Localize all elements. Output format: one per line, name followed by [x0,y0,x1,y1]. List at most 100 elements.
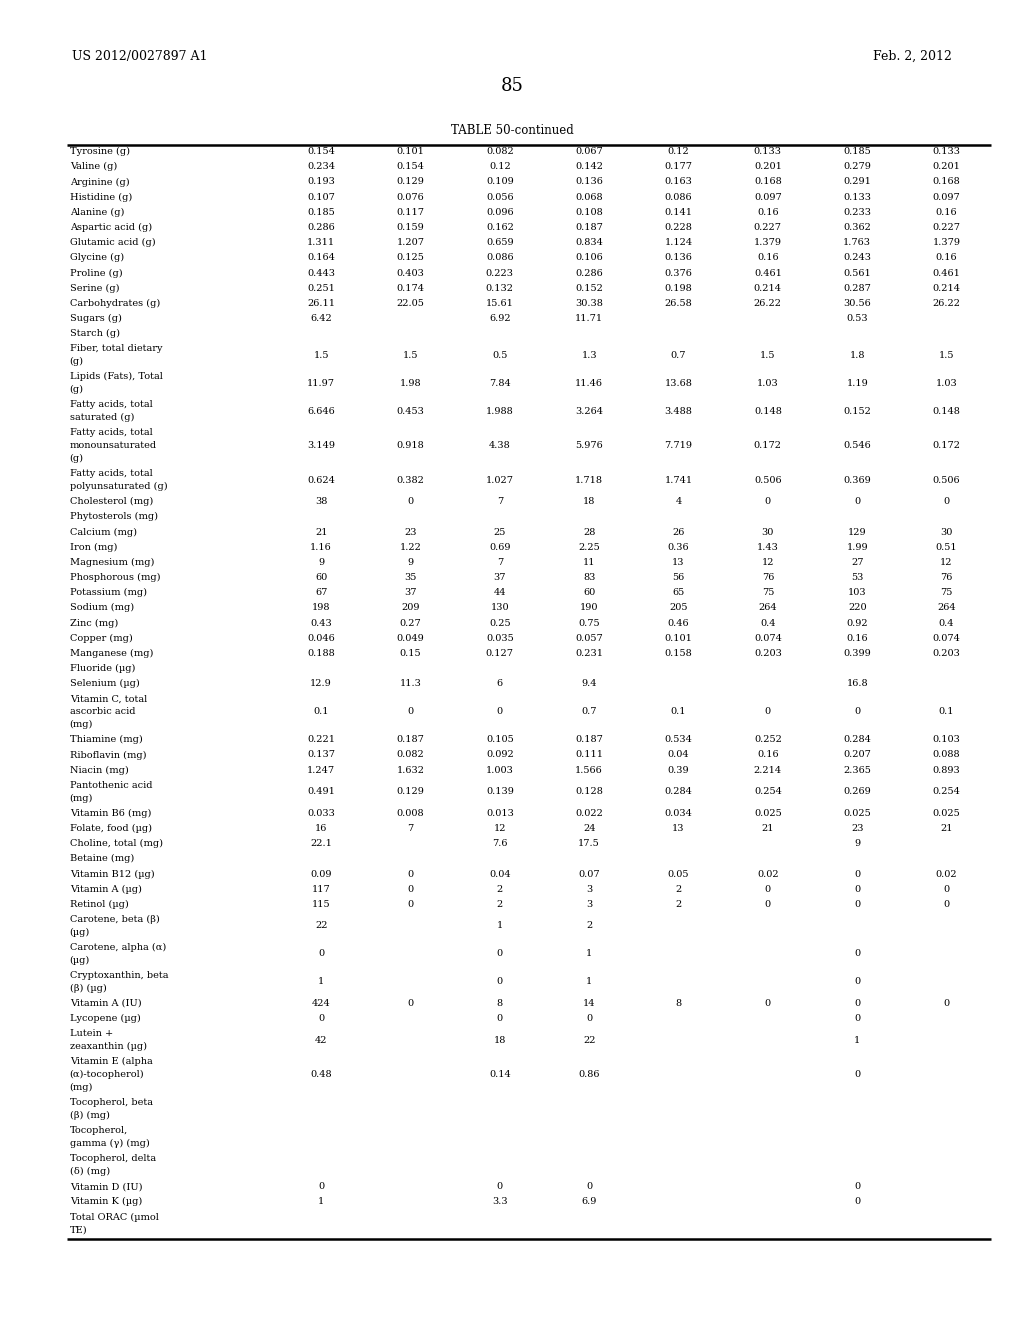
Text: 0.107: 0.107 [307,193,335,202]
Text: 6: 6 [497,680,503,688]
Text: Fatty acids, total: Fatty acids, total [70,469,153,478]
Text: Lycopene (µg): Lycopene (µg) [70,1014,140,1023]
Text: 0.27: 0.27 [399,619,421,627]
Text: 13: 13 [673,558,685,566]
Text: 0.25: 0.25 [489,619,511,627]
Text: 0.097: 0.097 [933,193,961,202]
Text: 0.049: 0.049 [396,634,424,643]
Text: 0.399: 0.399 [844,649,871,657]
Text: 0.15: 0.15 [399,649,421,657]
Text: 1.98: 1.98 [399,379,421,388]
Text: 0.286: 0.286 [575,268,603,277]
Text: 0: 0 [586,1014,592,1023]
Text: 0.088: 0.088 [933,751,961,759]
Text: 0.04: 0.04 [489,870,511,879]
Text: 0.164: 0.164 [307,253,335,263]
Text: 1: 1 [854,1036,860,1045]
Text: 0: 0 [497,1183,503,1191]
Text: 0.188: 0.188 [307,649,335,657]
Text: 0.086: 0.086 [665,193,692,202]
Text: Feb. 2, 2012: Feb. 2, 2012 [873,50,952,63]
Text: Starch (g): Starch (g) [70,329,120,338]
Text: Choline, total (mg): Choline, total (mg) [70,840,163,849]
Text: 0.129: 0.129 [396,787,424,796]
Text: Pantothenic acid: Pantothenic acid [70,781,153,789]
Text: 0.141: 0.141 [665,207,692,216]
Text: (g): (g) [70,454,84,463]
Text: Retinol (µg): Retinol (µg) [70,900,128,909]
Text: 35: 35 [404,573,417,582]
Text: Carotene, alpha (α): Carotene, alpha (α) [70,942,166,952]
Text: 0.172: 0.172 [754,441,782,450]
Text: 0.12: 0.12 [668,147,689,156]
Text: 0.491: 0.491 [307,787,335,796]
Text: 115: 115 [312,900,331,909]
Text: 0: 0 [408,884,414,894]
Text: 11.71: 11.71 [575,314,603,323]
Text: 1.027: 1.027 [485,475,514,484]
Text: 22.05: 22.05 [396,298,424,308]
Text: Vitamin D (IU): Vitamin D (IU) [70,1183,142,1191]
Text: 0.013: 0.013 [486,809,514,818]
Text: 0.284: 0.284 [844,735,871,744]
Text: 0.046: 0.046 [307,634,335,643]
Text: 0.5: 0.5 [493,351,508,360]
Text: 0.7: 0.7 [582,708,597,717]
Text: 0.1: 0.1 [939,708,954,717]
Text: Aspartic acid (g): Aspartic acid (g) [70,223,152,232]
Text: 0.461: 0.461 [933,268,961,277]
Text: 1.763: 1.763 [843,238,871,247]
Text: 1.632: 1.632 [396,766,425,775]
Text: 0: 0 [408,870,414,879]
Text: 0: 0 [943,900,949,909]
Text: 1.988: 1.988 [486,407,514,416]
Text: 5.976: 5.976 [575,441,603,450]
Text: 1.311: 1.311 [307,238,335,247]
Text: 0.403: 0.403 [396,268,424,277]
Text: Phytosterols (mg): Phytosterols (mg) [70,512,158,521]
Text: 0.16: 0.16 [847,634,868,643]
Text: 1.741: 1.741 [665,475,692,484]
Text: 0: 0 [318,1183,325,1191]
Text: 0.092: 0.092 [486,751,514,759]
Text: 0.46: 0.46 [668,619,689,627]
Text: 7: 7 [408,824,414,833]
Text: 0.187: 0.187 [575,735,603,744]
Text: 1: 1 [318,977,325,986]
Text: 1.16: 1.16 [310,543,332,552]
Text: 0.096: 0.096 [486,207,514,216]
Text: 220: 220 [848,603,866,612]
Text: 8: 8 [676,999,682,1008]
Text: 0.534: 0.534 [665,735,692,744]
Text: Vitamin C, total: Vitamin C, total [70,694,146,704]
Text: 0.097: 0.097 [754,193,781,202]
Text: 0: 0 [765,900,771,909]
Text: 1.207: 1.207 [396,238,425,247]
Text: 0.443: 0.443 [307,268,335,277]
Text: (mg): (mg) [70,1082,93,1092]
Text: 0.074: 0.074 [754,634,781,643]
Text: 0.506: 0.506 [754,475,781,484]
Text: 26.22: 26.22 [933,298,961,308]
Text: 1: 1 [497,921,503,931]
Text: 0.187: 0.187 [575,223,603,232]
Text: 0.287: 0.287 [844,284,871,293]
Text: 22.1: 22.1 [310,840,332,849]
Text: 0: 0 [854,1071,860,1080]
Text: 0.362: 0.362 [844,223,871,232]
Text: 0.185: 0.185 [844,147,871,156]
Text: 1: 1 [586,977,592,986]
Text: 3: 3 [586,884,592,894]
Text: 0: 0 [854,870,860,879]
Text: 26: 26 [673,528,685,536]
Text: polyunsaturated (g): polyunsaturated (g) [70,482,167,491]
Text: Tyrosine (g): Tyrosine (g) [70,147,130,156]
Text: 0.148: 0.148 [754,407,781,416]
Text: (mg): (mg) [70,719,93,729]
Text: Sodium (mg): Sodium (mg) [70,603,134,612]
Text: 13.68: 13.68 [665,379,692,388]
Text: 0.008: 0.008 [396,809,424,818]
Text: 1: 1 [318,1197,325,1206]
Text: US 2012/0027897 A1: US 2012/0027897 A1 [72,50,207,63]
Text: 7.719: 7.719 [665,441,692,450]
